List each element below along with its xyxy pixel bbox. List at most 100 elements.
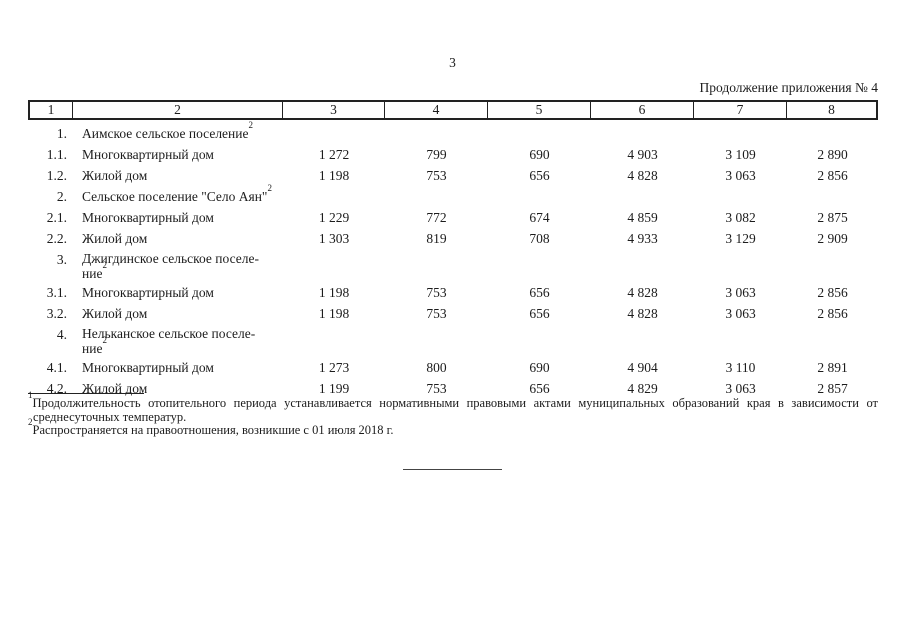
value-col8: 2 857 (817, 381, 848, 396)
column-header-7: 7 (694, 102, 787, 118)
value-col8: 2 856 (817, 168, 848, 183)
settlement-name: Сельское поселение "Село Аян"2 (73, 183, 283, 207)
table-row-group: 2. Сельское поселение "Село Аян"2 (28, 183, 878, 207)
footnote-separator-line (28, 393, 144, 394)
housing-type: Жилой дом (82, 381, 148, 396)
value-col8: 2 856 (817, 306, 848, 321)
housing-type: Многоквартирный дом (82, 285, 214, 300)
column-header-8: 8 (828, 102, 835, 117)
column-header-1: 1 (30, 102, 73, 118)
value-col7: 3 063 (725, 381, 756, 396)
value-col3: 1 198 (318, 285, 350, 300)
value-col5: 656 (529, 381, 550, 396)
column-header-3: 3 (283, 102, 385, 118)
table-row: 4.2. Жилой дом 1 199 753 656 4 829 3 063… (28, 378, 878, 399)
housing-type: Жилой дом (82, 168, 148, 183)
table-row: 4.1. Многоквартирный дом 1 273 800 690 4… (28, 357, 878, 378)
value-col7: 3 110 (725, 360, 756, 375)
value-col5: 656 (529, 168, 550, 183)
value-col5: 708 (529, 231, 550, 246)
settlement-name-text-line2: ние (82, 340, 103, 356)
column-header-2: 2 (73, 102, 283, 118)
table-body: 1. Аимское сельское поселение2 1.1. Мног… (28, 120, 878, 399)
table-row: 3.1. Многоквартирный дом 1 198 753 656 4… (28, 282, 878, 303)
footnote-ref: 2 (248, 120, 253, 131)
settlement-name-text: Аимское сельское поселение (82, 126, 249, 141)
footnote-2: 2Распространяется на правоотношения, воз… (28, 417, 878, 438)
footnote-1-text: Продолжительность отопительного периода … (32, 396, 879, 424)
value-col7: 3 063 (725, 306, 756, 321)
row-number: 3.2. (46, 306, 67, 321)
row-number: 1.2. (46, 168, 67, 183)
settlement-name: Джигдинское сельское поселе-ние2 (73, 251, 283, 281)
footnote-1: 1Продолжительность отопительного периода… (28, 390, 879, 424)
value-col4: 753 (426, 168, 447, 183)
settlement-name: Нельканское сельское поселе-ние2 (73, 326, 283, 356)
table-row-group: 1. Аимское сельское поселение2 (28, 120, 878, 144)
value-col6: 4 828 (627, 306, 658, 321)
table-row: 3.2. Жилой дом 1 198 753 656 4 828 3 063… (28, 303, 878, 324)
column-header-6: 6 (591, 102, 694, 118)
value-col8: 2 891 (817, 360, 848, 375)
row-number: 1. (56, 126, 67, 141)
table-row-group: 3. Джигдинское сельское поселе-ние2 (28, 249, 878, 282)
table-row: 2.2. Жилой дом 1 303 819 708 4 933 3 129… (28, 228, 878, 249)
value-col6: 4 859 (627, 210, 658, 225)
value-col7: 3 063 (725, 285, 756, 300)
value-col5: 656 (529, 285, 550, 300)
footnote-ref: 2 (102, 334, 107, 345)
settlement-name-text: Нельканское сельское поселе- (82, 326, 256, 341)
table-row: 1.2. Жилой дом 1 198 753 656 4 828 3 063… (28, 165, 878, 186)
value-col8: 2 909 (817, 231, 848, 246)
settlement-name-text: Сельское поселение "Село Аян" (82, 189, 268, 204)
housing-type: Жилой дом (82, 231, 148, 246)
value-col8: 2 875 (817, 210, 848, 225)
value-col4: 753 (426, 285, 447, 300)
row-number: 3.1. (46, 285, 67, 300)
value-col8: 2 856 (817, 285, 848, 300)
row-number: 3. (56, 252, 67, 267)
table-row: 2.1. Многоквартирный дом 1 229 772 674 4… (28, 207, 878, 228)
table-row: 1.1. Многоквартирный дом 1 272 799 690 4… (28, 144, 878, 165)
value-col3: 1 303 (318, 231, 350, 246)
footnotes-block: 1Продолжительность отопительного периода… (28, 390, 879, 438)
value-col4: 772 (426, 210, 447, 225)
footnote-ref: 2 (267, 183, 272, 194)
value-col6: 4 904 (627, 360, 658, 375)
value-col3: 1 229 (318, 210, 350, 225)
value-col7: 3 082 (725, 210, 756, 225)
page-number: 3 (449, 55, 456, 70)
document-end-line (403, 469, 502, 470)
row-number: 2. (56, 189, 67, 204)
value-col4: 800 (426, 360, 447, 375)
value-col3: 1 198 (318, 306, 350, 321)
row-number: 4. (56, 327, 67, 342)
value-col3: 1 273 (318, 360, 350, 375)
row-number: 4.2. (46, 381, 67, 396)
value-col6: 4 903 (627, 147, 658, 162)
value-col5: 674 (529, 210, 550, 225)
table-header-row: 1 2 3 4 5 6 7 8 (28, 100, 878, 120)
housing-type: Жилой дом (82, 306, 148, 321)
value-col6: 4 933 (627, 231, 658, 246)
row-number: 2.1. (46, 210, 67, 225)
settlement-name-text-line2: ние (82, 265, 103, 281)
table-row-group: 4. Нельканское сельское поселе-ние2 (28, 324, 878, 357)
footnote-2-text: Распространяется на правоотношения, возн… (32, 423, 394, 437)
settlement-name-text: Джигдинское сельское поселе- (82, 251, 259, 266)
value-col4: 799 (426, 147, 447, 162)
value-col8: 2 890 (817, 147, 848, 162)
row-number: 4.1. (46, 360, 67, 375)
row-number: 1.1. (46, 147, 67, 162)
column-header-5: 5 (488, 102, 591, 118)
housing-type: Многоквартирный дом (82, 360, 214, 375)
value-col7: 3 063 (725, 168, 756, 183)
settlement-name: Аимское сельское поселение2 (73, 120, 283, 144)
footnote-1-marker: 1 (28, 389, 33, 400)
tariff-table: 1 2 3 4 5 6 7 8 1. Аимское сельское посе… (28, 100, 878, 399)
value-col5: 690 (529, 360, 550, 375)
housing-type: Многоквартирный дом (82, 147, 214, 162)
housing-type: Многоквартирный дом (82, 210, 214, 225)
value-col5: 656 (529, 306, 550, 321)
